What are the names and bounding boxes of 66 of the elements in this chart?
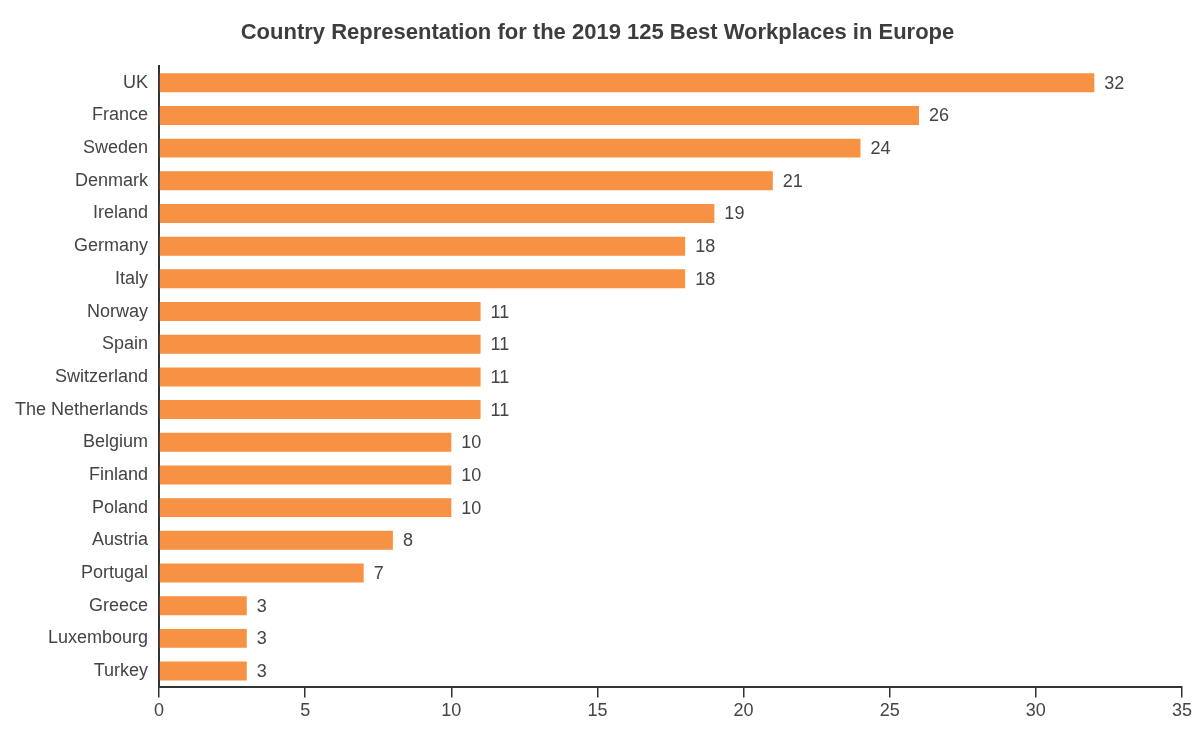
bar [159, 138, 861, 158]
y-tick-label: Denmark [75, 169, 150, 190]
bar [159, 269, 686, 289]
bar [159, 432, 452, 452]
y-tick-label: Switzerland [55, 365, 149, 386]
y-tick-label: Finland [89, 463, 149, 484]
y-tick-label: Sweden [83, 137, 149, 158]
x-tick-label: 10 [441, 700, 462, 721]
data-label: 10 [461, 464, 482, 485]
data-label: 11 [490, 366, 510, 387]
data-label: 3 [256, 595, 267, 616]
bar [159, 628, 247, 648]
y-tick-label: Luxembourg [48, 627, 149, 648]
bar [159, 204, 715, 223]
data-label: 21 [782, 170, 803, 191]
y-tick-label: Belgium [83, 431, 149, 452]
data-label: 3 [256, 628, 267, 649]
data-label: 11 [490, 301, 510, 322]
data-label: 18 [695, 268, 716, 289]
y-tick-label: The Netherlands [15, 398, 149, 419]
y-tick-label: Italy [115, 267, 149, 288]
data-label: 11 [490, 399, 510, 420]
bar [159, 105, 919, 125]
bar [159, 302, 481, 322]
data-label: 3 [256, 661, 267, 682]
x-tick-label: 30 [1025, 700, 1046, 721]
data-label: 19 [724, 203, 745, 224]
y-tick-label: Poland [92, 496, 149, 517]
chart-title: Country Representation for the 2019 125 Best Workplaces in Europe [240, 19, 955, 45]
data-label: 10 [461, 497, 482, 518]
x-tick-label: 20 [733, 700, 754, 721]
y-tick-label: Norway [87, 300, 149, 321]
y-tick-label: Ireland [93, 202, 149, 223]
bar [159, 171, 773, 191]
data-label: 18 [695, 236, 716, 257]
y-tick-label: Austria [92, 529, 150, 550]
bar [159, 596, 247, 616]
data-label: 24 [870, 138, 891, 159]
data-label: 7 [373, 562, 384, 583]
bar [159, 334, 481, 354]
x-tick-label: 35 [1171, 700, 1192, 721]
x-tick-label: 15 [587, 700, 608, 721]
bar [159, 498, 452, 518]
bar [159, 661, 247, 681]
data-label: 8 [402, 530, 413, 551]
data-label: 10 [461, 432, 482, 453]
data-label: 32 [1104, 72, 1125, 93]
bar [159, 367, 481, 387]
bar [159, 563, 364, 583]
bar [159, 400, 481, 420]
y-tick-label: UK [123, 71, 149, 92]
y-tick-label: Germany [74, 235, 149, 256]
y-tick-label: Turkey [93, 660, 149, 681]
bar [159, 465, 452, 485]
bar [159, 73, 1095, 93]
y-tick-label: France [92, 104, 149, 125]
x-tick-label: 25 [879, 700, 900, 721]
x-tick-label: 5 [300, 700, 311, 721]
y-tick-label: Greece [89, 594, 149, 615]
data-label: 26 [928, 105, 949, 126]
y-tick-label: Spain [102, 333, 149, 354]
data-label: 11 [490, 334, 510, 355]
bar [159, 236, 686, 256]
y-tick-label: Portugal [81, 561, 149, 582]
x-tick-label: 0 [154, 700, 165, 721]
bar [159, 530, 393, 550]
